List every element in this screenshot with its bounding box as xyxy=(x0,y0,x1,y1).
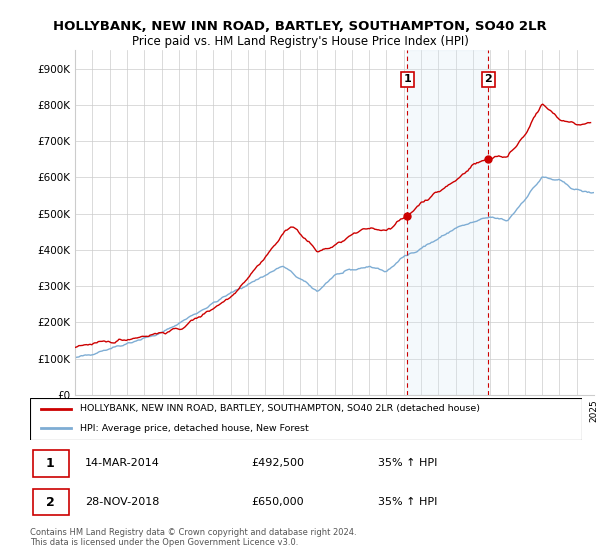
Text: 35% ↑ HPI: 35% ↑ HPI xyxy=(378,497,437,507)
Text: 1: 1 xyxy=(46,456,55,470)
Text: Price paid vs. HM Land Registry's House Price Index (HPI): Price paid vs. HM Land Registry's House … xyxy=(131,35,469,48)
Text: 28-NOV-2018: 28-NOV-2018 xyxy=(85,497,160,507)
Text: HOLLYBANK, NEW INN ROAD, BARTLEY, SOUTHAMPTON, SO40 2LR: HOLLYBANK, NEW INN ROAD, BARTLEY, SOUTHA… xyxy=(53,20,547,32)
Text: HPI: Average price, detached house, New Forest: HPI: Average price, detached house, New … xyxy=(80,424,308,433)
Bar xyxy=(407,50,488,395)
Text: £650,000: £650,000 xyxy=(251,497,304,507)
FancyBboxPatch shape xyxy=(33,489,68,515)
Text: 2: 2 xyxy=(46,496,55,508)
Text: 2: 2 xyxy=(485,74,493,85)
Text: 1: 1 xyxy=(403,74,411,85)
Text: £492,500: £492,500 xyxy=(251,458,304,468)
Text: Contains HM Land Registry data © Crown copyright and database right 2024.
This d: Contains HM Land Registry data © Crown c… xyxy=(30,528,356,547)
Text: 35% ↑ HPI: 35% ↑ HPI xyxy=(378,458,437,468)
Text: 14-MAR-2014: 14-MAR-2014 xyxy=(85,458,160,468)
FancyBboxPatch shape xyxy=(33,450,68,477)
FancyBboxPatch shape xyxy=(30,398,582,440)
Text: HOLLYBANK, NEW INN ROAD, BARTLEY, SOUTHAMPTON, SO40 2LR (detached house): HOLLYBANK, NEW INN ROAD, BARTLEY, SOUTHA… xyxy=(80,404,479,413)
